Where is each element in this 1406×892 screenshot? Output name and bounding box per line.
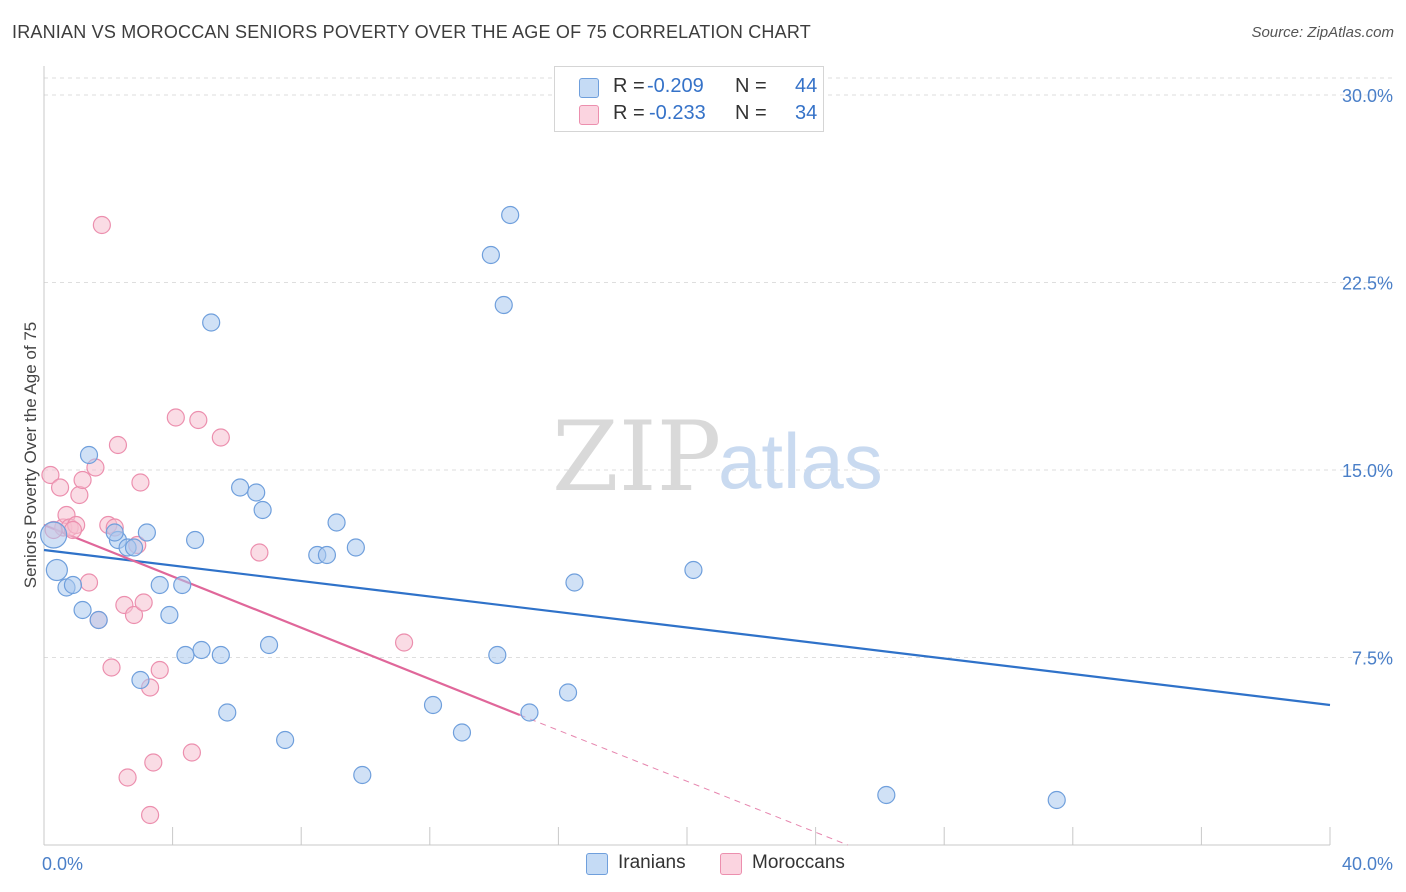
grid [44,77,1392,658]
r-label: R = [613,75,645,97]
moroccan-point [118,768,137,787]
moroccan-point [124,605,144,625]
iranian-point [494,295,513,315]
r-value-iranians: -0.209 [647,75,704,97]
watermark-atlas: atlas [718,417,883,505]
iranian-point [327,513,346,532]
n-value-iranians: 44 [795,75,818,97]
iranian-point [501,205,520,225]
iranian-point [79,445,99,465]
iranian-point [276,730,295,750]
iranian-point [89,610,108,630]
y-tick-label: 15.0% [1342,461,1393,481]
moroccans-legend-label: Moroccans [752,852,845,873]
n-value-moroccans: 34 [795,102,818,124]
r-value-moroccans: -0.233 [649,102,706,124]
axes [43,66,1331,846]
moroccan-point [73,470,92,490]
moroccans-legend-swatch [720,853,742,875]
iranian-point [259,635,279,655]
iranian-point [452,723,472,742]
moroccan-point [50,478,70,497]
iranian-point [63,575,83,595]
iranian-point [253,500,272,520]
iranian-point [346,538,365,557]
iranian-point [192,640,211,660]
iranians-swatch [579,78,599,98]
moroccan-point [150,660,169,680]
iranian-point [40,521,68,549]
iranian-point [231,478,250,497]
iranian-point [131,670,150,690]
iranian-point [877,785,896,805]
moroccan-point [250,543,269,562]
y-tick-label: 7.5% [1352,649,1393,669]
y-tick-label: 30.0% [1342,86,1393,106]
iranian-point [423,695,443,715]
moroccan-point [131,473,150,492]
iranian-point [218,703,237,722]
moroccan-point [134,593,153,612]
moroccan-point [108,435,128,455]
iranian-point [558,683,578,702]
iranian-point [565,573,584,592]
iranian-point [124,538,144,557]
moroccan-point [166,408,185,427]
r-label: R = [613,102,645,124]
iranian-point [173,575,192,595]
iranian-point [202,313,221,332]
iranian-point [317,545,337,565]
iranian-point [211,645,230,665]
iranians-trendline [43,548,1331,707]
iranians-legend-swatch [586,853,608,875]
iranian-point [45,558,68,582]
iranian-point [488,645,507,665]
iranians-legend-label: Iranians [618,852,686,873]
iranian-point [353,765,372,785]
moroccan-point [182,743,201,762]
n-label: N = [735,102,767,124]
moroccan-point [189,410,208,430]
moroccan-point [92,215,111,235]
iranian-point [176,645,195,665]
iranian-point [137,523,156,542]
moroccan-point [144,753,163,772]
moroccans-trendline-extension [519,714,848,846]
iranian-point [481,245,500,265]
source-label: Source: ZipAtlas.com [1251,24,1394,41]
moroccans-trendline [43,523,521,717]
moroccan-point [394,633,414,652]
moroccan-point [70,485,89,505]
iranian-point [684,560,703,580]
moroccan-point [102,658,121,677]
iranian-point [247,483,266,502]
x-tick-label: 40.0% [1342,854,1393,874]
correlation-legend: R = -0.209 N = 44 R = -0.233 N = 34 [554,66,824,132]
iranian-point [73,600,92,620]
chart-title: IRANIAN VS MOROCCAN SENIORS POVERTY OVER… [12,22,811,42]
x-tick-label: 0.0% [42,854,83,874]
n-label: N = [735,75,767,97]
moroccan-point [211,428,230,447]
iranian-point [186,530,205,550]
moroccans-swatch [579,105,599,125]
iranian-point [105,523,124,542]
iranian-point [520,703,539,722]
tick-labels: 7.5% 15.0% 22.5% 30.0% 0.0% 40.0% [42,86,1393,874]
y-tick-label: 22.5% [1342,274,1393,294]
moroccan-point [140,805,160,825]
data-points [40,205,1066,825]
y-axis-label: Seniors Poverty Over the Age of 75 [21,322,40,588]
moroccan-point [79,573,99,592]
iranian-point [160,605,179,625]
trendlines [43,523,1331,846]
iranian-point [1047,790,1066,810]
moroccan-point [41,465,60,485]
iranian-point [150,575,169,595]
watermark-zip: ZIP [552,401,721,513]
